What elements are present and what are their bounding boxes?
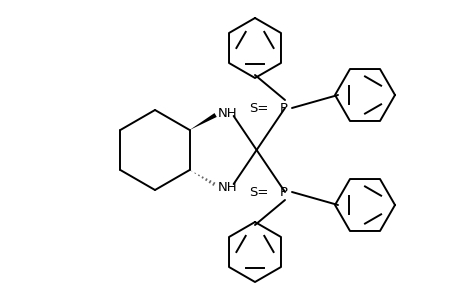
Text: P: P bbox=[280, 101, 287, 115]
Polygon shape bbox=[189, 113, 216, 130]
Text: P: P bbox=[280, 185, 287, 199]
Text: NH: NH bbox=[217, 181, 237, 194]
Text: S=: S= bbox=[248, 185, 268, 199]
Text: NH: NH bbox=[217, 106, 237, 119]
Text: S=: S= bbox=[248, 101, 268, 115]
